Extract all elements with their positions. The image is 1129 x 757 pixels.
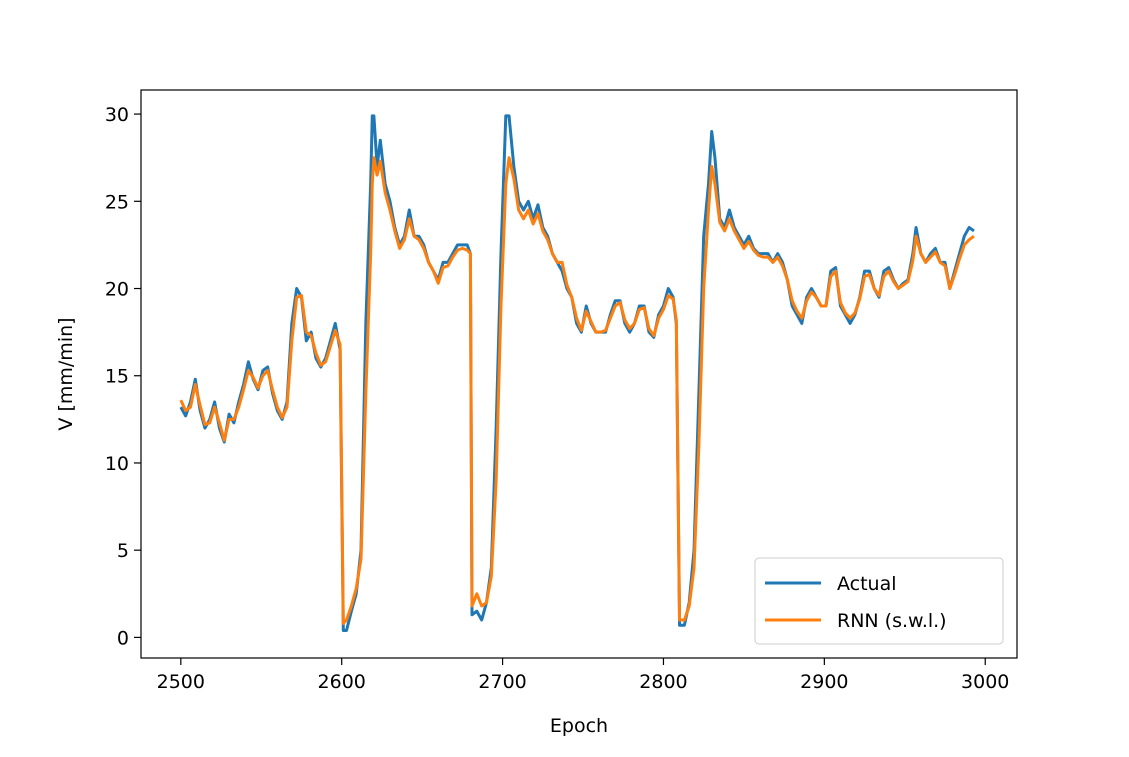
y-tick-label: 20 — [105, 279, 129, 301]
y-tick-label: 5 — [117, 540, 129, 562]
x-tick-label: 2700 — [478, 671, 526, 693]
y-tick-label: 15 — [105, 366, 129, 388]
legend-box — [754, 557, 1004, 645]
x-tick-label: 3000 — [961, 671, 1009, 693]
y-tick-label: 0 — [117, 627, 129, 649]
x-tick-label: 2600 — [318, 671, 366, 693]
x-axis-label: Epoch — [550, 715, 608, 737]
y-tick-label: 10 — [105, 453, 129, 475]
y-tick-label: 30 — [105, 104, 129, 126]
y-tick-label: 25 — [105, 191, 129, 213]
x-tick-label: 2800 — [639, 671, 687, 693]
line-series — [179, 156, 975, 625]
legend-label: Actual — [837, 573, 897, 595]
x-tick-label: 2500 — [157, 671, 205, 693]
x-tick-label: 2900 — [800, 671, 848, 693]
plot-frame — [140, 89, 1018, 659]
y-axis-label: V [mm/min] — [55, 317, 77, 430]
legend-label: RNN (s.w.l.) — [837, 610, 947, 632]
